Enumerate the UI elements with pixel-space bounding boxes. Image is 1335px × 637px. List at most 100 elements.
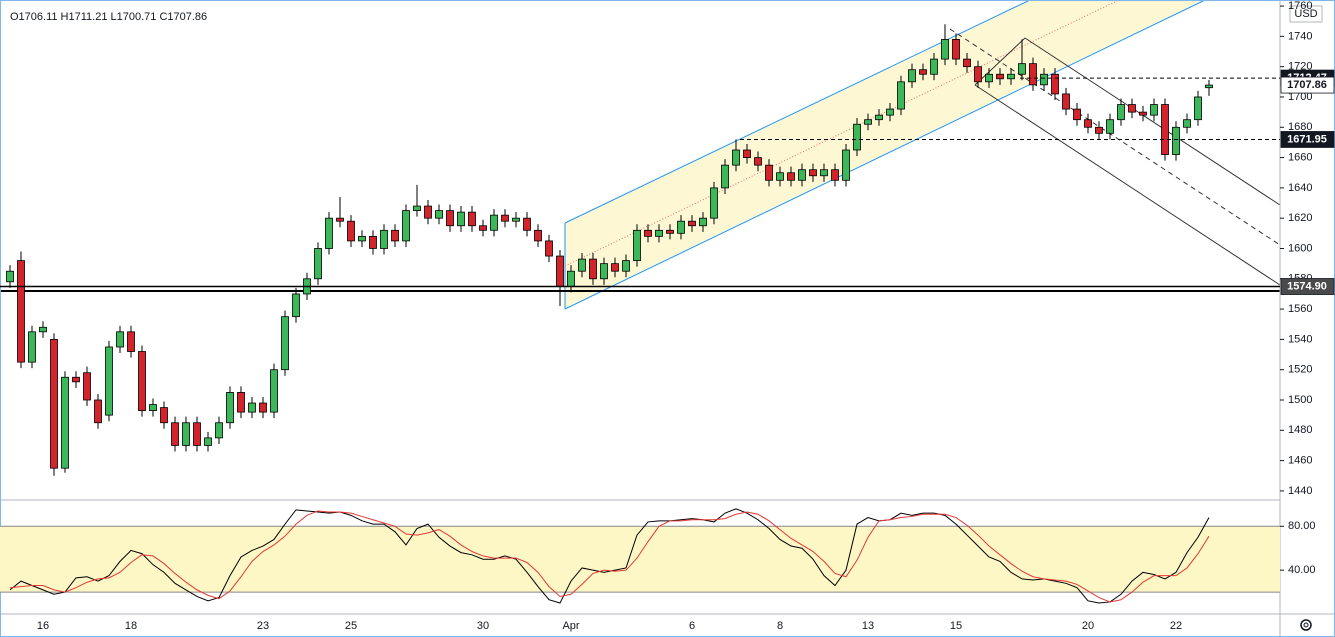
x-tick-label: 30 [477,620,489,632]
candle-body [1172,126,1180,155]
down-channel-edge [974,37,1026,86]
gear-hub[interactable] [1303,622,1309,628]
candle-body [600,263,608,280]
candle-body [182,422,190,446]
price-label-box [1280,76,1335,94]
candle-body [1194,96,1202,121]
candle-body [622,260,630,272]
candle-body [347,220,355,242]
candle-body [149,404,157,412]
y-tick-label: 1500 [1288,394,1312,406]
settings-icon[interactable] [1300,619,1312,631]
candle-body [237,392,245,413]
x-tick-label: 16 [37,620,49,632]
candle-body [61,376,69,469]
candle-body [633,229,641,262]
candle-body [897,81,905,110]
y-tick-label: 1720 [1288,61,1312,73]
y-tick-label: 1560 [1288,303,1312,315]
candle-body [666,229,674,234]
x-tick-label: 6 [689,620,695,632]
candle-body [72,376,80,383]
candle-body [259,402,267,413]
candle-body [930,58,938,75]
stoch-band [0,526,1280,593]
candle-body [83,372,91,401]
candle-body [974,66,982,83]
price-label-box [1280,131,1335,148]
candle-body [534,229,542,242]
candle-body [424,205,432,219]
candle-body [941,38,949,60]
candle-body [787,172,795,181]
price-label-box [1280,278,1335,295]
candle-body [6,270,14,283]
stoch-tick-label: 80.00 [1288,520,1316,532]
candle-body [776,172,784,181]
candle-body [963,58,971,68]
candle-body [1183,119,1191,128]
candle-body [39,326,47,333]
x-tick-label: 23 [257,620,269,632]
candle-body [1029,63,1037,86]
stoch-tick-label: 40.00 [1288,564,1316,576]
x-tick-label: 20 [1082,620,1094,632]
x-tick-label: 25 [345,620,357,632]
y-tick-label: 1680 [1288,121,1312,133]
candle-body [501,214,509,222]
y-tick-label: 1620 [1288,212,1312,224]
candle-body [743,149,751,158]
candle-body [919,69,927,75]
candle-body [314,248,322,280]
candle-body [160,407,168,424]
candle-body [204,437,212,446]
candle-body [1128,104,1136,113]
candle-body [831,169,839,181]
down-channel-upper [1024,37,1281,206]
currency-box [1289,5,1323,23]
x-tick-label: 18 [125,620,137,632]
candle-body [1095,126,1103,134]
candle-body [699,217,707,227]
candle-body [611,263,619,272]
candle-body [556,255,564,287]
candle-body [116,331,124,348]
candle-body [1205,84,1213,89]
candle-body [468,211,476,227]
candle-body [226,392,234,424]
candle-body [655,229,663,237]
stoch-line [9,508,1210,604]
stoch-line [9,510,1210,603]
candle-body [479,225,487,231]
candle-body [281,316,289,371]
candle-body [193,422,201,446]
candle-body [127,331,135,352]
y-tick-label: 1760 [1288,0,1312,12]
y-tick-label: 1440 [1288,485,1312,497]
candle-body [1062,93,1070,110]
candle-body [754,157,762,166]
candle-body [402,210,410,242]
candle-body [138,351,146,412]
candle-body [644,229,652,237]
candle-body [457,211,465,227]
candle-body [875,114,883,121]
candle-body [369,235,377,249]
candle-body [94,399,102,424]
x-tick-label: Apr [562,620,579,632]
candle-body [567,270,575,287]
channel-mid [564,0,1120,267]
candle-body [17,260,25,363]
y-tick-label: 1520 [1288,364,1312,376]
y-tick-label: 1640 [1288,182,1312,194]
candle-body [1161,104,1169,155]
x-tick-label: 15 [950,620,962,632]
candle-body [1117,104,1125,121]
x-tick-label: 13 [862,620,874,632]
y-tick-label: 1480 [1288,424,1312,436]
ohlc-legend: O1706.11 H1711.21 L1700.71 C1707.86 [10,11,207,23]
gear[interactable] [1300,619,1312,631]
price-label: 1574.90 [1287,280,1327,292]
candle-body [864,119,872,125]
